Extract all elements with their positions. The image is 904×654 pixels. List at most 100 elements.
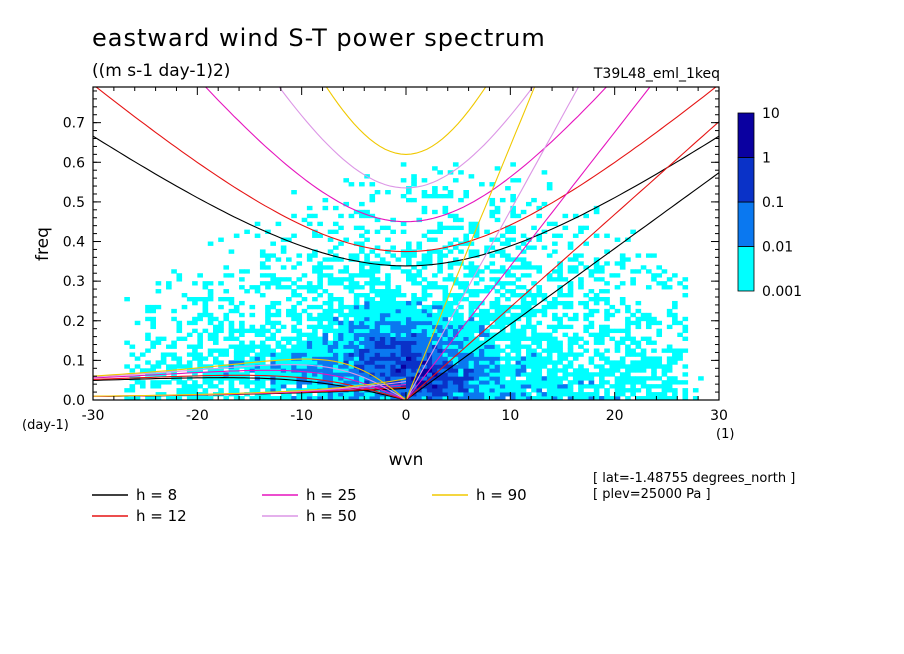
heatmap-cell xyxy=(609,312,616,318)
heatmap-cell xyxy=(682,388,689,393)
heatmap-cell xyxy=(557,316,563,322)
heatmap-cell xyxy=(458,336,464,341)
heatmap-cell xyxy=(541,380,548,385)
heatmap-cell xyxy=(473,352,480,357)
heatmap-cell xyxy=(171,372,177,377)
heatmap-cell xyxy=(338,308,344,314)
heatmap-cell xyxy=(327,281,334,286)
heatmap-cell xyxy=(348,392,355,397)
chart-subtitle: ((m s-1 day-1)2) xyxy=(92,61,230,81)
colorbar-swatch xyxy=(737,201,755,247)
heatmap-cell xyxy=(666,360,673,365)
heatmap-cell xyxy=(343,332,350,338)
colorbar-label: 1 xyxy=(762,151,771,167)
heatmap-cell xyxy=(275,388,282,393)
heatmap-cell xyxy=(317,356,323,361)
heatmap-cell xyxy=(473,328,480,334)
heatmap-cell xyxy=(192,320,198,326)
heatmap-cell xyxy=(176,364,183,369)
heatmap-cell xyxy=(364,356,370,361)
heatmap-cell xyxy=(468,241,475,246)
heatmap-cell xyxy=(473,249,480,254)
heatmap-cell xyxy=(572,372,579,377)
heatmap-cell xyxy=(536,340,543,345)
heatmap-cell xyxy=(458,197,464,203)
heatmap-cell xyxy=(280,265,287,270)
heatmap-cell xyxy=(406,277,412,282)
heatmap-cell xyxy=(442,360,449,365)
heatmap-cell xyxy=(572,316,579,322)
heatmap-cell xyxy=(400,308,407,314)
heatmap-cell xyxy=(301,348,308,353)
heatmap-cell xyxy=(463,336,469,341)
heatmap-cell xyxy=(155,340,162,345)
heatmap-cell xyxy=(291,328,297,334)
heatmap-cell xyxy=(515,364,522,369)
heatmap-cell xyxy=(572,233,579,238)
heatmap-cell xyxy=(468,273,475,278)
heatmap-cell xyxy=(515,384,522,389)
heatmap-cell xyxy=(552,316,558,322)
heatmap-cell xyxy=(400,384,407,389)
heatmap-cell xyxy=(239,277,245,282)
heatmap-cell xyxy=(619,384,626,389)
heatmap-cell xyxy=(134,356,141,361)
heatmap-cell xyxy=(145,332,151,338)
heatmap-cell xyxy=(651,396,657,400)
heatmap-cell xyxy=(437,253,443,258)
heatmap-cell xyxy=(468,396,475,400)
heatmap-cell xyxy=(134,364,141,369)
heatmap-cell xyxy=(369,360,376,365)
heatmap-cell xyxy=(515,213,522,219)
heatmap-cell xyxy=(479,312,485,318)
heatmap-cell xyxy=(640,380,647,385)
heatmap-cell xyxy=(218,388,224,393)
heatmap-cell xyxy=(332,364,339,369)
heatmap-cell xyxy=(463,332,469,338)
heatmap-cell xyxy=(280,364,287,369)
heatmap-cell xyxy=(202,364,209,369)
heatmap-cell xyxy=(280,344,287,349)
heatmap-cell xyxy=(578,392,584,397)
heatmap-cell xyxy=(296,396,303,400)
heatmap-cell xyxy=(270,277,276,282)
heatmap-cell xyxy=(625,376,631,381)
heatmap-cell xyxy=(557,300,563,306)
heatmap-cell xyxy=(280,352,287,357)
heatmap-cell xyxy=(447,190,454,195)
heatmap-cell xyxy=(207,316,214,322)
heatmap-cell xyxy=(296,285,303,290)
heatmap-cell xyxy=(630,392,636,397)
heatmap-cell xyxy=(525,376,532,381)
heatmap-cell xyxy=(390,289,396,294)
heatmap-cell xyxy=(379,356,386,361)
heatmap-cell xyxy=(317,312,323,318)
heatmap-cell xyxy=(207,380,214,385)
heatmap-cell xyxy=(160,360,167,365)
heatmap-cell xyxy=(479,308,485,314)
heatmap-cell xyxy=(270,388,276,393)
heatmap-cell xyxy=(447,277,454,282)
heatmap-cell xyxy=(468,356,475,361)
heatmap-cell xyxy=(317,368,323,373)
heatmap-cell xyxy=(265,396,271,400)
heatmap-cell xyxy=(406,190,412,195)
heatmap-cell xyxy=(233,388,240,393)
heatmap-cell xyxy=(296,360,303,365)
heatmap-cell xyxy=(536,356,543,361)
heatmap-cell xyxy=(546,304,553,310)
y-tick-label: 0.1 xyxy=(63,353,85,369)
heatmap-cell xyxy=(421,340,428,345)
heatmap-cell xyxy=(672,273,678,278)
heatmap-cell xyxy=(567,352,574,357)
heatmap-cell xyxy=(259,360,266,365)
heatmap-cell xyxy=(160,356,167,361)
heatmap-cell xyxy=(327,352,334,357)
heatmap-cell xyxy=(379,340,386,345)
heatmap-cell xyxy=(364,396,370,400)
heatmap-cell xyxy=(416,352,423,357)
heatmap-cell xyxy=(452,217,459,223)
heatmap-cell xyxy=(583,372,589,377)
heatmap-cell xyxy=(505,316,511,322)
heatmap-cell xyxy=(306,352,313,357)
